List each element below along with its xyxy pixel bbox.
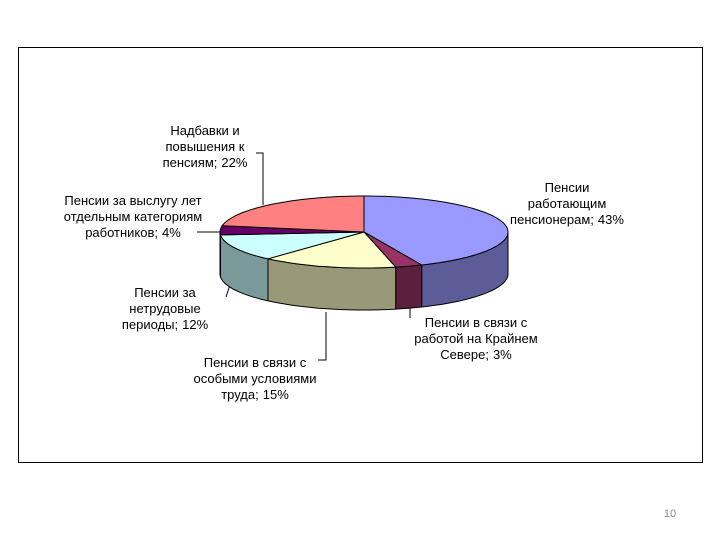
slice-side	[395, 264, 423, 310]
category-label: Пенсии работающим пенсионерам;	[510, 180, 607, 227]
data-label: Пенсии за выслугу лет отдельным категори…	[58, 193, 208, 241]
slice	[219, 225, 365, 236]
category-label: Пенсии в связи с особыми условиями труда…	[193, 355, 317, 402]
value-label: 43%	[597, 212, 624, 227]
value-label: 3%	[492, 347, 512, 362]
slice	[267, 231, 397, 269]
value-label: 22%	[221, 155, 248, 170]
slice-side	[219, 231, 221, 278]
category-label: Надбавки и повышения к пенсиям;	[162, 123, 245, 170]
slice	[219, 231, 365, 260]
data-label: Надбавки и повышения к пенсиям; 22%	[142, 123, 268, 171]
data-label: Пенсии работающим пенсионерам; 43%	[507, 180, 627, 228]
value-label: 15%	[262, 387, 289, 402]
leader-line	[256, 152, 264, 205]
category-label: Пенсии в связи с работой на Крайнем Севе…	[414, 315, 538, 362]
chart-frame	[18, 47, 703, 463]
slice	[363, 195, 509, 266]
leader-line	[318, 312, 327, 361]
slice	[221, 195, 365, 233]
value-label: 12%	[182, 317, 209, 332]
category-label: Пенсии за выслугу лет отдельным категори…	[63, 193, 203, 240]
pie	[219, 195, 509, 311]
category-label: Пенсии за нетрудовые периоды;	[121, 285, 201, 332]
value-label: 4%	[162, 225, 181, 240]
data-label: Пенсии за нетрудовые периоды; 12%	[100, 285, 230, 333]
slice	[363, 231, 424, 268]
page-number: 10	[663, 508, 677, 520]
data-label: Пенсии в связи с особыми условиями труда…	[185, 355, 325, 403]
data-label: Пенсии в связи с работой на Крайнем Севе…	[405, 315, 547, 363]
